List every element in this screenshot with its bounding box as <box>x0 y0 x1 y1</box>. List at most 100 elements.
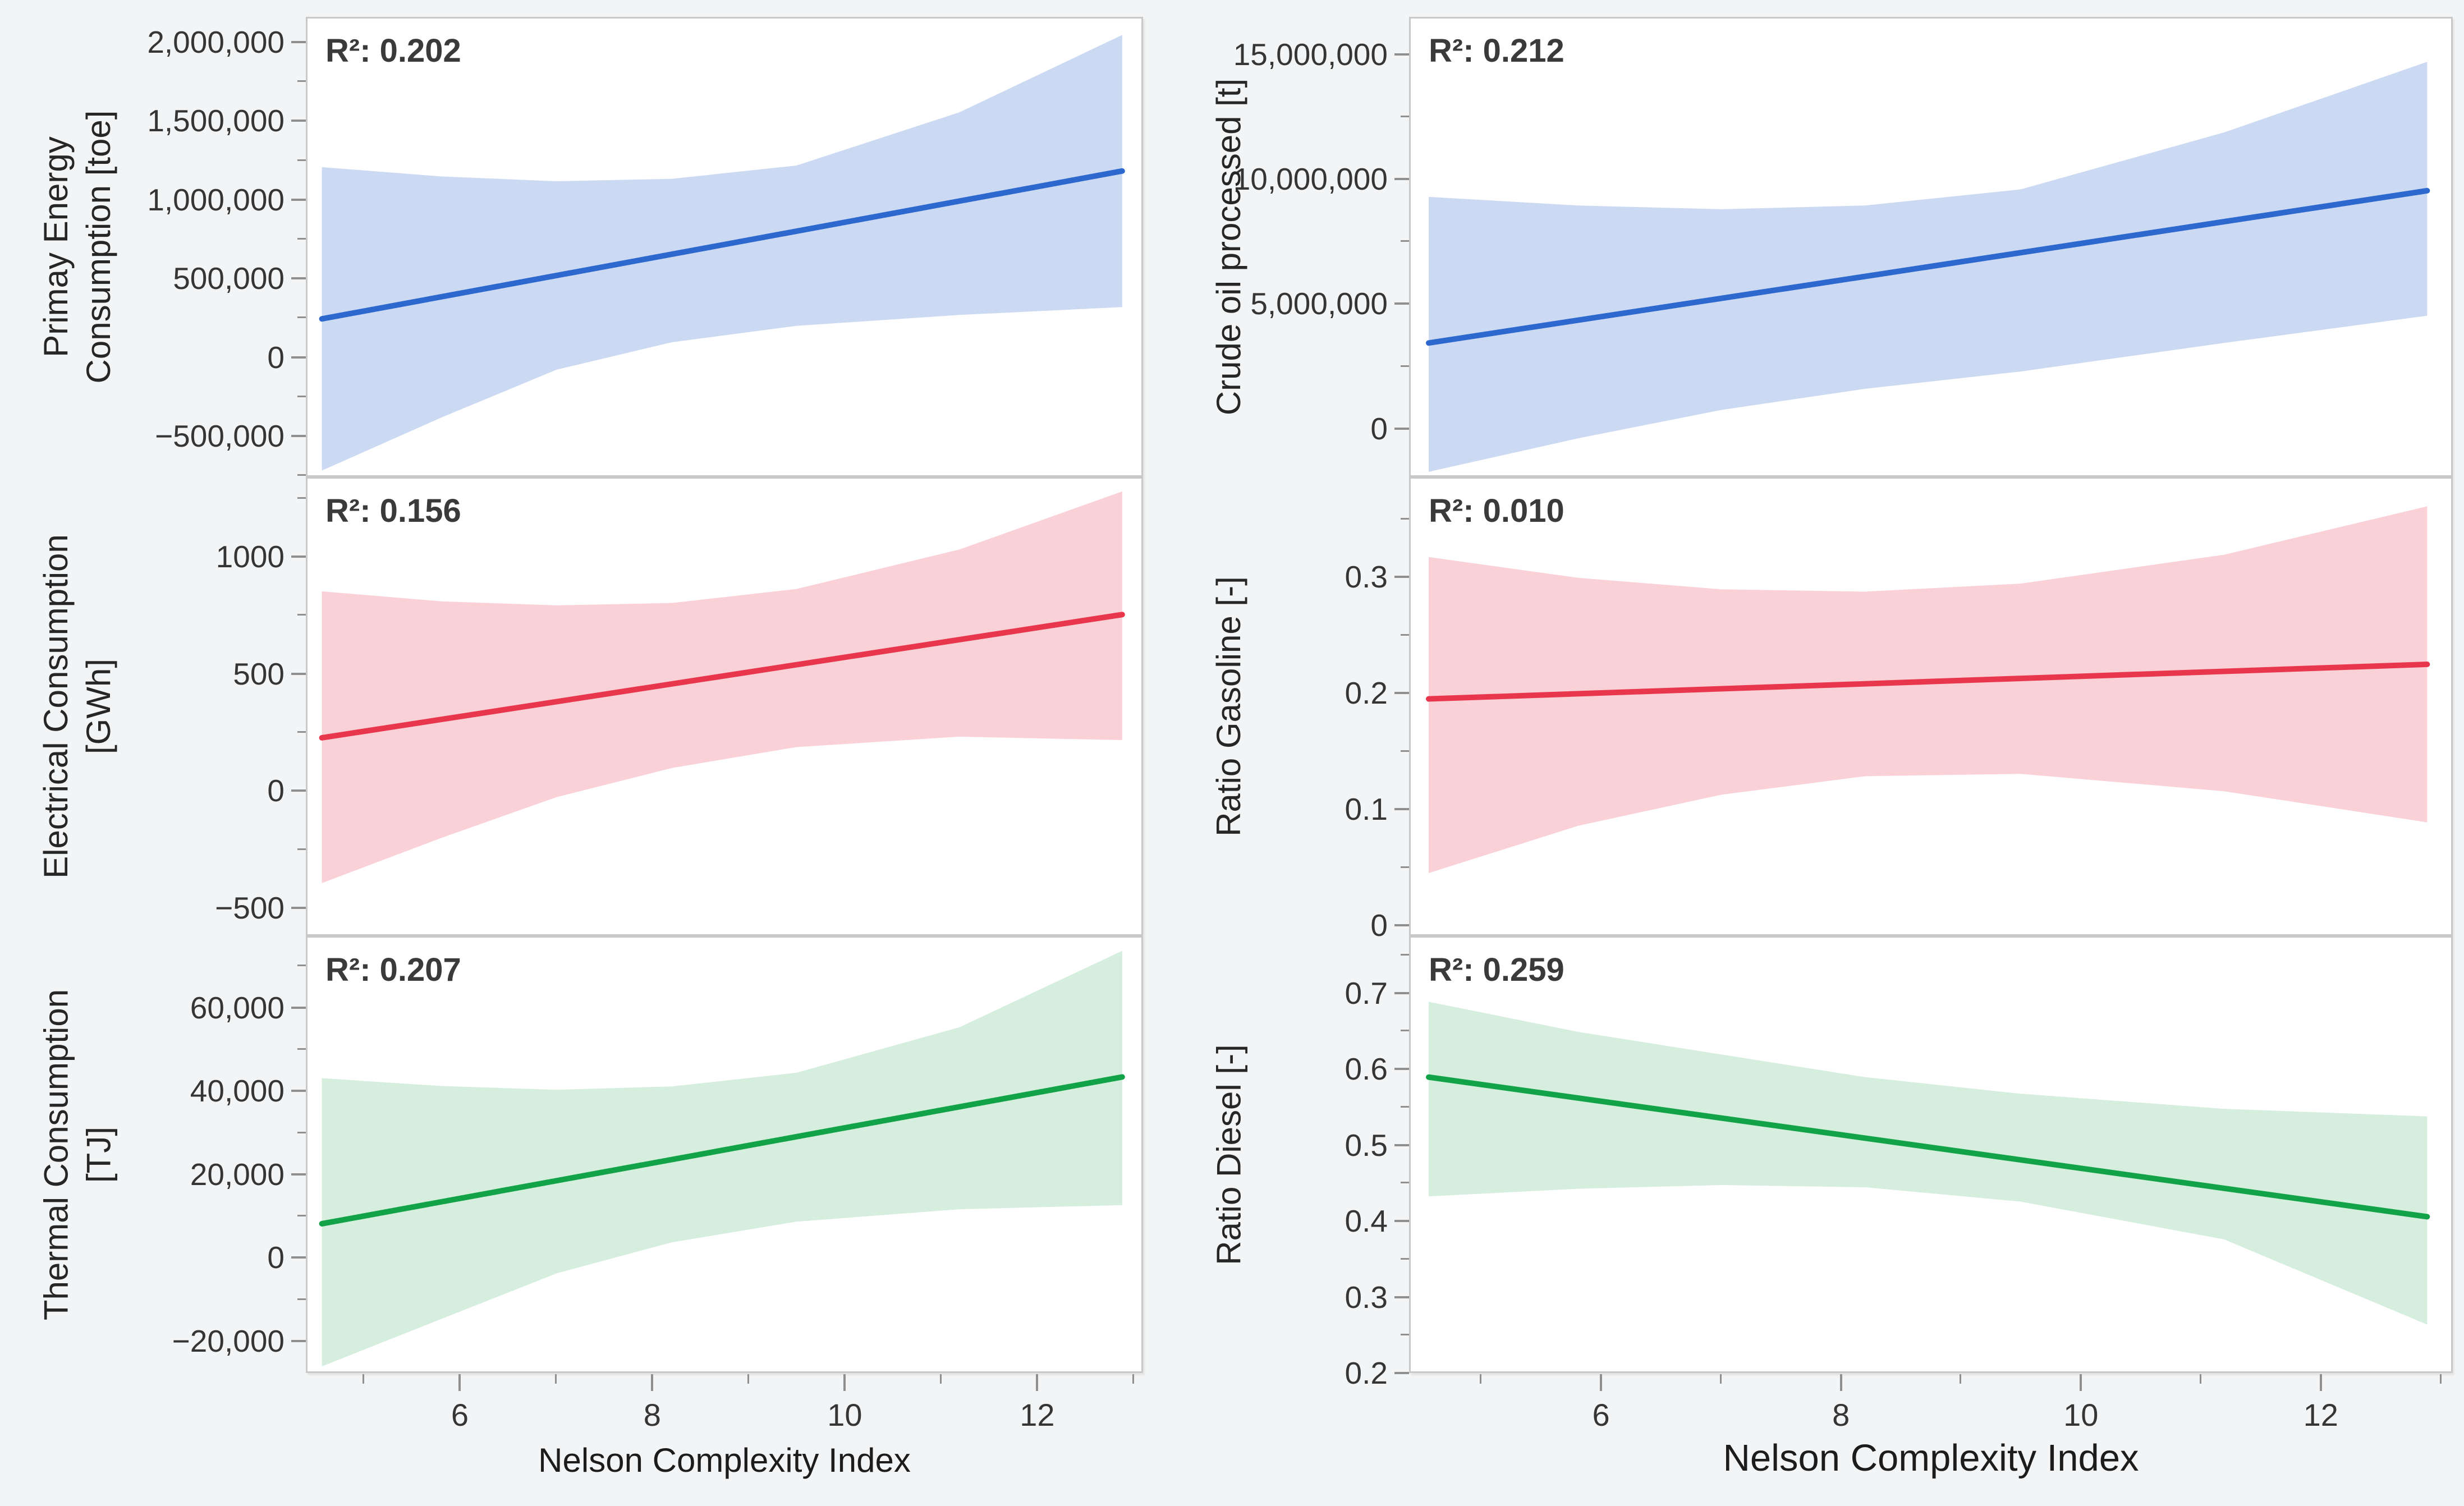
x-minor-tick-left <box>554 1374 557 1384</box>
y-tick-thermal-consumption <box>291 1090 306 1092</box>
x-tick-left <box>1036 1374 1039 1391</box>
panel-thermal-consumption: R²: 0.207 <box>306 936 1143 1373</box>
x-tick-left <box>458 1374 461 1391</box>
y-minor-tick-crude-oil-processed <box>1401 115 1409 117</box>
y-tick-label-primary-energy-consumption: 0 <box>267 339 285 375</box>
confidence-band-ratio-diesel <box>1428 1002 2428 1325</box>
y-tick-label-ratio-gasoline: 0.2 <box>1345 676 1388 711</box>
y-tick-label-crude-oil-processed: 5,000,000 <box>1250 286 1388 322</box>
y-tick-ratio-diesel <box>1394 1372 1409 1374</box>
y-tick-label-primary-energy-consumption: 2,000,000 <box>147 24 285 59</box>
x-axis-title-left: Nelson Complexity Index <box>538 1441 911 1479</box>
y-tick-label-ratio-diesel: 0.4 <box>1345 1204 1388 1239</box>
x-tick-label-left: 8 <box>643 1397 661 1432</box>
y-minor-tick-ratio-gasoline <box>1401 633 1409 636</box>
x-minor-tick-right <box>1480 1374 1482 1384</box>
y-minor-tick-electrical-consumption <box>297 614 306 616</box>
y-axis-title-ratio-diesel: Ratio Diesel [-] <box>1210 1044 1247 1265</box>
y-minor-tick-ratio-gasoline <box>1401 866 1409 868</box>
y-minor-tick-ratio-diesel <box>1401 1257 1409 1260</box>
y-minor-tick-crude-oil-processed <box>1401 365 1409 367</box>
y-tick-label-electrical-consumption: 1000 <box>215 539 285 574</box>
y-axis-title-ratio-gasoline: Ratio Gasoline [-] <box>1210 576 1247 837</box>
y-tick-primary-energy-consumption <box>291 434 306 437</box>
y-tick-label-ratio-gasoline: 0.3 <box>1345 559 1388 595</box>
y-minor-tick-primary-energy-consumption <box>297 237 306 240</box>
y-tick-primary-energy-consumption <box>291 198 306 201</box>
x-minor-tick-right <box>2200 1374 2202 1384</box>
y-tick-ratio-diesel <box>1394 1144 1409 1146</box>
regression-line-ratio-diesel <box>1426 1074 2430 1220</box>
x-tick-label-right: 12 <box>2303 1397 2338 1432</box>
y-minor-tick-crude-oil-processed <box>1401 240 1409 242</box>
y-minor-tick-electrical-consumption <box>297 731 306 733</box>
y-tick-label-electrical-consumption: 500 <box>233 656 285 691</box>
y-tick-label-thermal-consumption: −20,000 <box>172 1323 285 1358</box>
y-tick-ratio-gasoline <box>1394 924 1409 927</box>
x-tick-label-left: 10 <box>827 1397 862 1432</box>
panel-electrical-consumption: R²: 0.156 <box>306 477 1143 936</box>
y-axis-title-primary-energy-consumption: Primay Energy Consumption [toe] <box>37 110 117 384</box>
y-minor-tick-ratio-gasoline <box>1401 750 1409 752</box>
plot-ratio-gasoline <box>1426 506 2430 874</box>
y-tick-ratio-diesel <box>1394 1068 1409 1071</box>
x-tick-label-right: 8 <box>1832 1397 1850 1432</box>
y-tick-electrical-consumption <box>291 555 306 558</box>
y-minor-tick-ratio-gasoline <box>1401 517 1409 520</box>
x-tick-right <box>1839 1374 1842 1391</box>
y-tick-electrical-consumption <box>291 672 306 675</box>
plot-electrical-consumption <box>319 491 1125 883</box>
x-tick-label-left: 6 <box>451 1397 469 1432</box>
y-tick-label-ratio-diesel: 0.3 <box>1345 1279 1388 1315</box>
y-tick-primary-energy-consumption <box>291 356 306 359</box>
x-tick-right <box>1600 1374 1603 1391</box>
y-tick-label-primary-energy-consumption: 500,000 <box>173 261 285 296</box>
y-tick-label-ratio-diesel: 0.5 <box>1345 1127 1388 1163</box>
y-tick-primary-energy-consumption <box>291 277 306 280</box>
r2-label-ratio-diesel: R²: 0.259 <box>1429 952 1564 988</box>
y-tick-label-thermal-consumption: 40,000 <box>190 1073 285 1109</box>
y-tick-label-crude-oil-processed: 15,000,000 <box>1233 36 1388 72</box>
x-tick-left <box>843 1374 846 1391</box>
panel-ratio-gasoline: R²: 0.010 <box>1409 477 2453 936</box>
y-minor-tick-ratio-diesel <box>1401 953 1409 956</box>
y-tick-crude-oil-processed <box>1394 302 1409 305</box>
regression-line-electrical-consumption <box>319 612 1125 741</box>
y-minor-tick-primary-energy-consumption <box>297 395 306 397</box>
x-tick-label-left: 12 <box>1020 1397 1055 1432</box>
y-tick-label-ratio-diesel: 0.2 <box>1345 1356 1388 1390</box>
y-tick-thermal-consumption <box>291 1006 306 1009</box>
r2-label-ratio-gasoline: R²: 0.010 <box>1429 493 1564 529</box>
x-minor-tick-right <box>2439 1374 2442 1384</box>
y-tick-label-thermal-consumption: 20,000 <box>190 1156 285 1192</box>
y-tick-label-crude-oil-processed: 10,000,000 <box>1233 162 1388 197</box>
y-tick-crude-oil-processed <box>1394 427 1409 430</box>
regression-line-thermal-consumption <box>319 1074 1125 1227</box>
y-tick-label-ratio-gasoline: 0.1 <box>1345 792 1388 827</box>
x-minor-tick-left <box>1132 1374 1134 1384</box>
y-tick-label-ratio-diesel: 0.6 <box>1345 1052 1388 1087</box>
y-minor-tick-ratio-diesel <box>1401 1182 1409 1184</box>
y-minor-tick-primary-energy-consumption <box>297 474 306 476</box>
y-tick-label-electrical-consumption: −500 <box>215 890 285 925</box>
y-tick-ratio-gasoline <box>1394 808 1409 811</box>
confidence-band-ratio-gasoline <box>1428 506 2428 874</box>
plot-primary-energy-consumption <box>319 35 1125 471</box>
y-tick-electrical-consumption <box>291 906 306 909</box>
confidence-band-electrical-consumption <box>322 491 1122 883</box>
y-tick-ratio-diesel <box>1394 991 1409 994</box>
x-minor-tick-right <box>1960 1374 1962 1384</box>
y-minor-tick-thermal-consumption <box>297 965 306 967</box>
y-tick-ratio-gasoline <box>1394 692 1409 695</box>
y-tick-label-primary-energy-consumption: −500,000 <box>155 418 285 453</box>
y-tick-label-primary-energy-consumption: 1,000,000 <box>147 182 285 217</box>
y-axis-title-thermal-consumption: Thermal Consumption [TJ] <box>37 989 117 1320</box>
y-tick-electrical-consumption <box>291 789 306 792</box>
y-minor-tick-electrical-consumption <box>297 497 306 499</box>
y-tick-primary-energy-consumption <box>291 40 306 43</box>
panel-ratio-diesel: R²: 0.259 <box>1409 936 2453 1373</box>
confidence-band-primary-energy-consumption <box>322 35 1122 471</box>
plot-ratio-diesel <box>1426 1002 2430 1325</box>
